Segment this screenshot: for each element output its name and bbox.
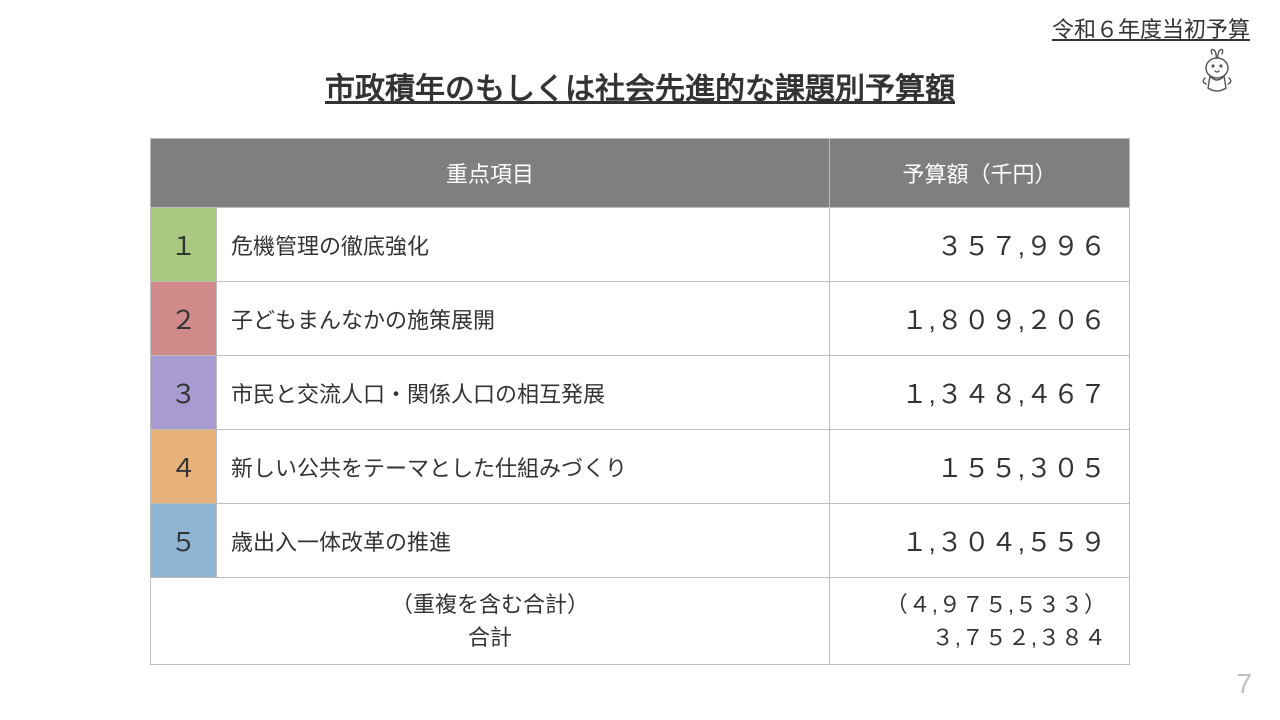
- total-dup-label: （重複を含む合計）: [391, 592, 589, 617]
- col-item: 重点項目: [151, 139, 830, 208]
- table-row: １ 危機管理の徹底強化 ３５７,９９６: [151, 208, 1130, 282]
- page-number: 7: [1236, 668, 1252, 700]
- row-amount: １,８０９,２０６: [830, 282, 1130, 356]
- row-number: １: [151, 208, 217, 282]
- budget-table: 重点項目 予算額（千円） １ 危機管理の徹底強化 ３５７,９９６ ２ 子どもまん…: [150, 138, 1130, 665]
- col-amount: 予算額（千円）: [830, 139, 1130, 208]
- total-amount: （４,９７５,５３３） ３,７５２,３８４: [830, 578, 1130, 665]
- row-item: 市民と交流人口・関係人口の相互発展: [217, 356, 830, 430]
- row-number: ３: [151, 356, 217, 430]
- row-number: ４: [151, 430, 217, 504]
- table-row: ４ 新しい公共をテーマとした仕組みづくり １５５,３０５: [151, 430, 1130, 504]
- page-title: 市政積年のもしくは社会先進的な課題別予算額: [0, 64, 1280, 108]
- row-amount: １５５,３０５: [830, 430, 1130, 504]
- row-amount: １,３４８,４６７: [830, 356, 1130, 430]
- row-item: 危機管理の徹底強化: [217, 208, 830, 282]
- total-dup-amount: （４,９７５,５３３）: [886, 592, 1107, 617]
- row-number: ２: [151, 282, 217, 356]
- table-row: ３ 市民と交流人口・関係人口の相互発展 １,３４８,４６７: [151, 356, 1130, 430]
- row-item: 子どもまんなかの施策展開: [217, 282, 830, 356]
- table-total-row: （重複を含む合計） 合計 （４,９７５,５３３） ３,７５２,３８４: [151, 578, 1130, 665]
- table-row: ５ 歳出入一体改革の推進 １,３０４,５５９: [151, 504, 1130, 578]
- total-sum-amount: ３,７５２,３８４: [932, 625, 1107, 650]
- row-amount: ３５７,９９６: [830, 208, 1130, 282]
- row-item: 歳出入一体改革の推進: [217, 504, 830, 578]
- row-amount: １,３０４,５５９: [830, 504, 1130, 578]
- total-label: （重複を含む合計） 合計: [151, 578, 830, 665]
- row-item: 新しい公共をテーマとした仕組みづくり: [217, 430, 830, 504]
- row-number: ５: [151, 504, 217, 578]
- total-sum-label: 合計: [468, 625, 512, 650]
- table-row: ２ 子どもまんなかの施策展開 １,８０９,２０６: [151, 282, 1130, 356]
- fiscal-year-label: 令和６年度当初予算: [1052, 12, 1250, 44]
- table-header-row: 重点項目 予算額（千円）: [151, 139, 1130, 208]
